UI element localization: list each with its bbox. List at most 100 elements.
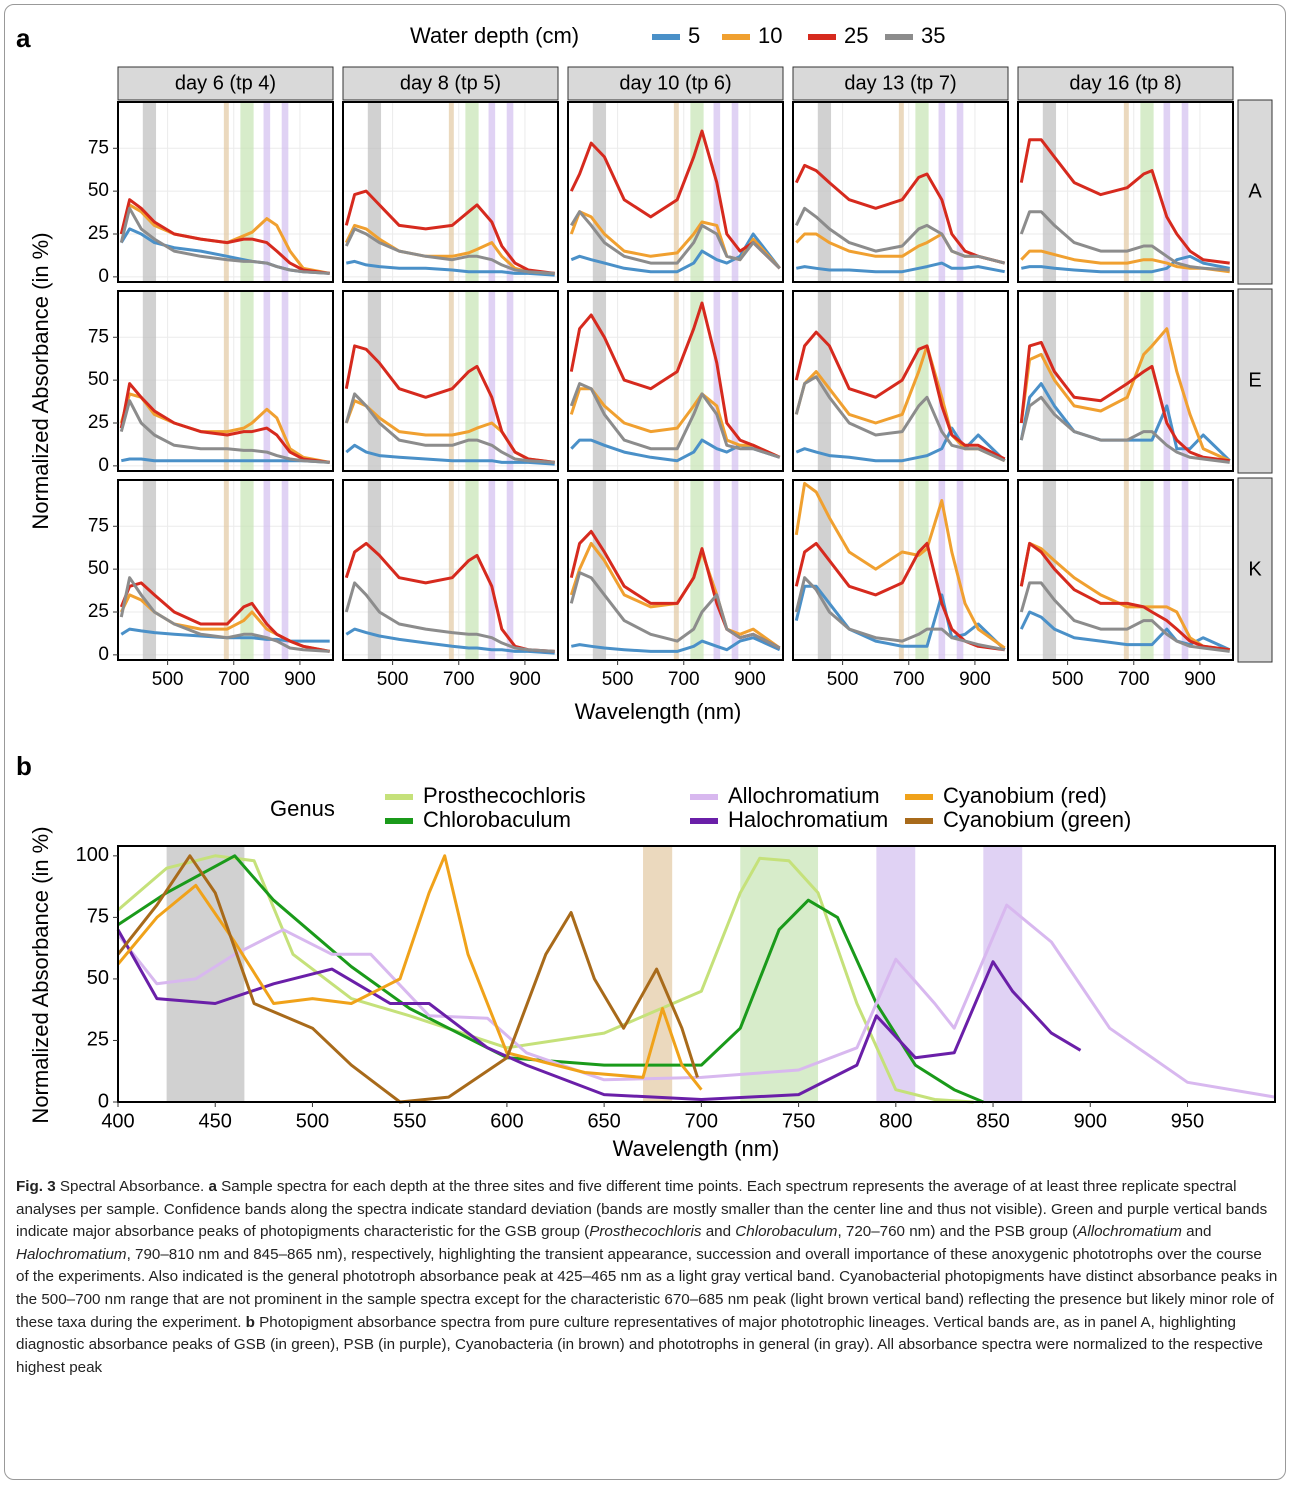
y-tick-label: 50	[88, 180, 109, 201]
band	[506, 291, 514, 471]
line	[119, 198, 330, 275]
band	[448, 102, 454, 282]
x-tick-label: 900	[734, 669, 766, 690]
band	[1181, 102, 1189, 282]
line	[120, 457, 330, 464]
band	[263, 102, 271, 282]
line	[1019, 541, 1230, 652]
panel-label: a	[16, 23, 31, 53]
line	[1019, 395, 1230, 464]
plot-border	[117, 101, 334, 283]
line	[117, 854, 974, 1104]
band	[367, 480, 382, 660]
line	[1019, 210, 1230, 272]
y-tick-label: 0	[98, 644, 109, 665]
x-tick-label: 700	[218, 669, 250, 690]
band	[1123, 480, 1129, 660]
x-axis-label: Wavelength (nm)	[613, 1136, 780, 1161]
line	[794, 344, 1006, 463]
x-tick-label: 500	[377, 669, 409, 690]
x-tick-label: 950	[1171, 1110, 1204, 1132]
band	[1181, 480, 1189, 660]
facet-strip	[1237, 477, 1273, 663]
band	[1163, 480, 1171, 660]
x-tick-label: 700	[1118, 669, 1150, 690]
line	[344, 581, 555, 653]
legend-label: 25	[844, 23, 868, 48]
plot-border	[117, 479, 334, 661]
line	[116, 854, 699, 1104]
line	[570, 438, 781, 463]
caption-text: Fig. 3	[16, 1178, 56, 1195]
line	[570, 636, 781, 653]
band	[281, 480, 289, 660]
plot-border	[792, 290, 1009, 472]
line	[345, 627, 555, 655]
legend-label: 10	[758, 23, 782, 48]
x-tick-label: 500	[602, 669, 634, 690]
caption-text: and	[701, 1223, 736, 1241]
x-tick-label: 900	[959, 669, 991, 690]
line	[119, 581, 330, 653]
line	[794, 330, 1006, 461]
x-tick-label: 700	[443, 669, 475, 690]
x-tick-label: 700	[893, 669, 925, 690]
y-tick-label: 50	[88, 369, 109, 390]
plot-border	[117, 290, 334, 472]
facet-label: A	[1248, 180, 1262, 202]
facet-label: E	[1248, 369, 1261, 391]
band	[956, 102, 964, 282]
band	[713, 480, 721, 660]
band	[673, 291, 679, 471]
band	[1123, 291, 1129, 471]
y-tick-label: 50	[87, 967, 109, 989]
facet-strip	[1017, 66, 1234, 101]
band	[592, 102, 607, 282]
x-tick-label: 800	[879, 1110, 912, 1132]
figure-frame	[4, 4, 1286, 1480]
band	[142, 102, 157, 282]
legend-label: 5	[688, 23, 700, 48]
x-tick-label: 400	[101, 1110, 134, 1132]
caption-text: Sample spectra for each depth at the thr…	[16, 1178, 1268, 1241]
band	[240, 102, 254, 282]
band	[713, 291, 721, 471]
caption: Fig. 3 Spectral Absorbance. a Sample spe…	[16, 1176, 1278, 1379]
y-tick-label: 0	[98, 266, 109, 287]
band	[1042, 291, 1057, 471]
x-tick-label: 500	[1052, 669, 1084, 690]
band	[488, 291, 496, 471]
line	[345, 443, 555, 466]
band	[240, 291, 254, 471]
line	[794, 163, 1006, 265]
x-tick-label: 600	[490, 1110, 523, 1132]
caption-text: Halochromatium	[16, 1245, 127, 1263]
caption-text: Spectral Absorbance.	[55, 1178, 209, 1195]
line	[344, 392, 555, 464]
line	[1019, 541, 1230, 652]
line	[569, 301, 781, 459]
legend-label: Allochromatium	[728, 783, 880, 808]
y-tick-label: 75	[87, 906, 109, 928]
plot-border	[792, 479, 1009, 661]
band	[915, 480, 929, 660]
y-tick-label: 25	[88, 223, 109, 244]
facet-strip	[342, 66, 559, 101]
band	[938, 102, 946, 282]
line	[1019, 340, 1230, 463]
line	[1020, 249, 1230, 274]
y-tick-label: 0	[98, 1090, 109, 1112]
line	[794, 576, 1005, 652]
legend-label: Cyanobium (green)	[943, 807, 1131, 832]
line	[119, 382, 330, 464]
line	[794, 206, 1006, 265]
caption-text: Chlorobaculum	[735, 1223, 838, 1241]
plot-border	[567, 101, 784, 283]
line	[569, 382, 781, 459]
x-axis-label: Wavelength (nm)	[575, 699, 742, 724]
band	[915, 102, 929, 282]
legend-title: Genus	[270, 796, 335, 821]
plot-border	[342, 101, 559, 283]
band	[817, 480, 832, 660]
plot-border	[342, 479, 559, 661]
